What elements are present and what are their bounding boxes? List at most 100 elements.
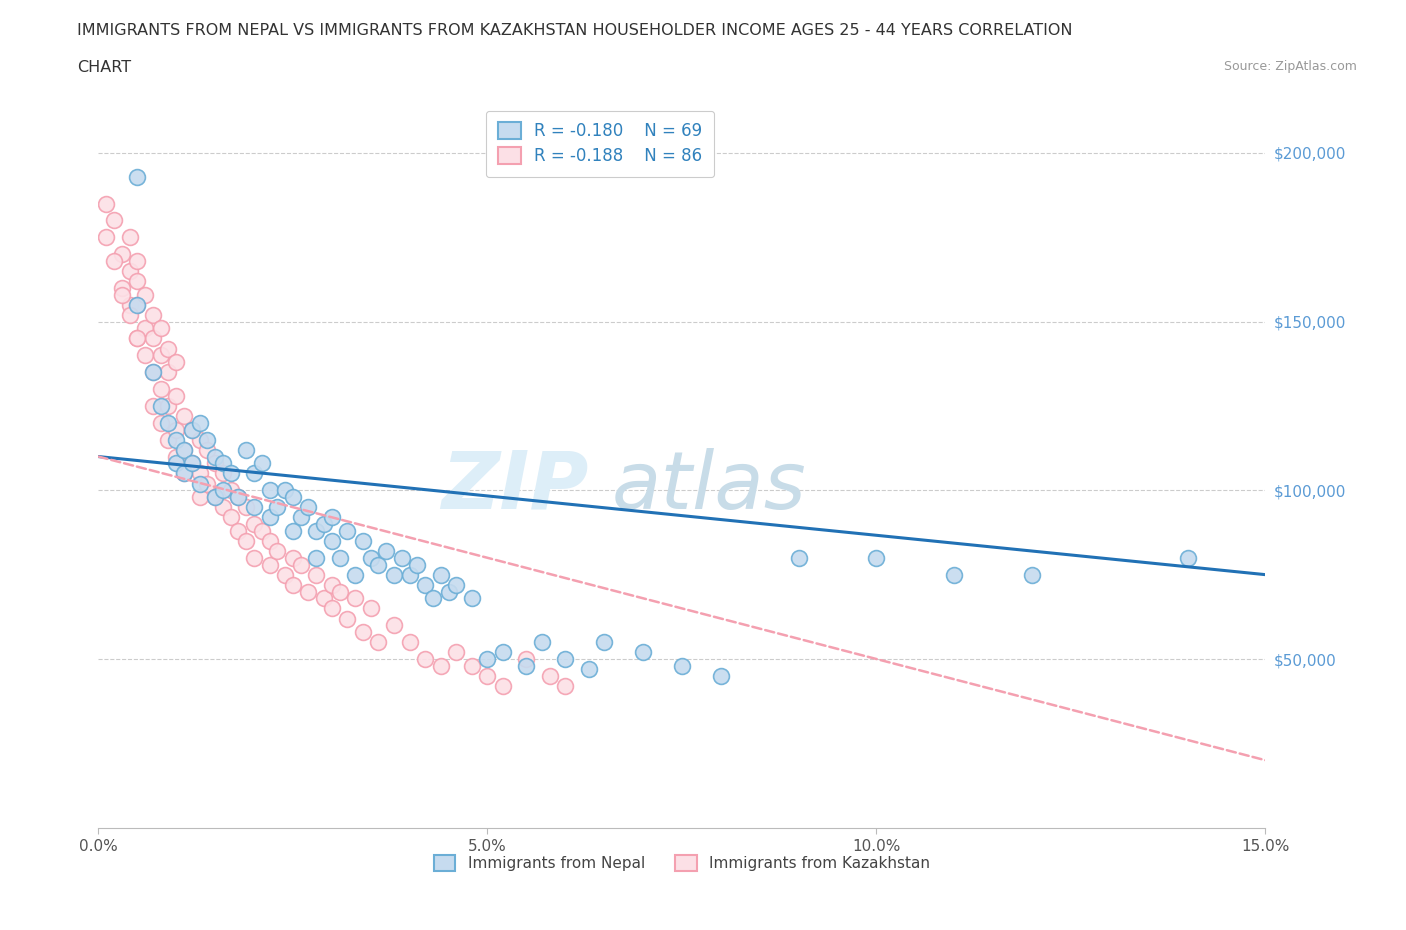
Point [274, 483, 297, 498]
Point [127, 331, 149, 346]
Point [204, 456, 226, 471]
Point [710, 669, 733, 684]
Point [165, 422, 187, 437]
Point [367, 634, 389, 649]
Point [515, 658, 537, 673]
Point [173, 466, 195, 481]
Point [165, 354, 187, 369]
Point [281, 489, 304, 504]
Point [321, 510, 343, 525]
Point [461, 591, 484, 605]
Point [204, 489, 226, 504]
Point [134, 321, 156, 336]
Point [312, 516, 335, 531]
Point [530, 634, 553, 649]
Point [321, 578, 343, 592]
Point [336, 611, 359, 626]
Point [1177, 551, 1199, 565]
Point [243, 499, 266, 514]
Point [446, 578, 468, 592]
Point [235, 534, 257, 549]
Point [157, 399, 180, 414]
Point [157, 416, 180, 431]
Point [219, 510, 242, 525]
Point [266, 544, 288, 559]
Point [297, 499, 319, 514]
Point [173, 443, 195, 458]
Point [180, 422, 202, 437]
Point [149, 321, 172, 336]
Point [305, 524, 328, 538]
Point [142, 331, 165, 346]
Point [259, 557, 281, 572]
Point [228, 489, 250, 504]
Point [446, 644, 468, 659]
Point [127, 169, 149, 184]
Point [305, 567, 328, 582]
Point [321, 601, 343, 616]
Point [281, 524, 304, 538]
Point [429, 567, 451, 582]
Point [111, 281, 134, 296]
Point [180, 456, 202, 471]
Point [118, 230, 141, 245]
Point [127, 273, 149, 288]
Point [188, 489, 211, 504]
Point [382, 567, 405, 582]
Point [118, 298, 141, 312]
Point [631, 644, 654, 659]
Point [360, 551, 382, 565]
Point [212, 483, 235, 498]
Point [578, 661, 600, 676]
Point [250, 524, 273, 538]
Point [787, 551, 810, 565]
Point [305, 551, 328, 565]
Text: atlas: atlas [612, 447, 807, 525]
Point [149, 399, 172, 414]
Point [375, 544, 398, 559]
Point [188, 466, 211, 481]
Point [429, 658, 451, 673]
Point [554, 679, 576, 694]
Point [96, 230, 118, 245]
Point [281, 551, 304, 565]
Point [188, 416, 211, 431]
Text: ZIP: ZIP [441, 447, 589, 525]
Point [250, 456, 273, 471]
Point [157, 432, 180, 447]
Point [142, 365, 165, 379]
Point [165, 449, 187, 464]
Point [312, 591, 335, 605]
Point [329, 551, 352, 565]
Point [195, 432, 218, 447]
Point [477, 652, 499, 667]
Point [134, 348, 156, 363]
Point [118, 308, 141, 323]
Point [127, 331, 149, 346]
Point [165, 389, 187, 404]
Point [111, 287, 134, 302]
Point [515, 652, 537, 667]
Point [103, 213, 125, 228]
Point [219, 466, 242, 481]
Point [274, 567, 297, 582]
Point [281, 578, 304, 592]
Point [212, 456, 235, 471]
Point [398, 567, 420, 582]
Text: CHART: CHART [77, 60, 131, 75]
Point [127, 298, 149, 312]
Point [235, 443, 257, 458]
Point [243, 551, 266, 565]
Point [243, 466, 266, 481]
Text: IMMIGRANTS FROM NEPAL VS IMMIGRANTS FROM KAZAKHSTAN HOUSEHOLDER INCOME AGES 25 -: IMMIGRANTS FROM NEPAL VS IMMIGRANTS FROM… [77, 23, 1073, 38]
Point [391, 551, 413, 565]
Point [195, 476, 218, 491]
Point [111, 246, 134, 261]
Point [538, 669, 561, 684]
Point [212, 466, 235, 481]
Point [422, 591, 444, 605]
Point [96, 196, 118, 211]
Point [188, 432, 211, 447]
Point [204, 449, 226, 464]
Point [266, 499, 288, 514]
